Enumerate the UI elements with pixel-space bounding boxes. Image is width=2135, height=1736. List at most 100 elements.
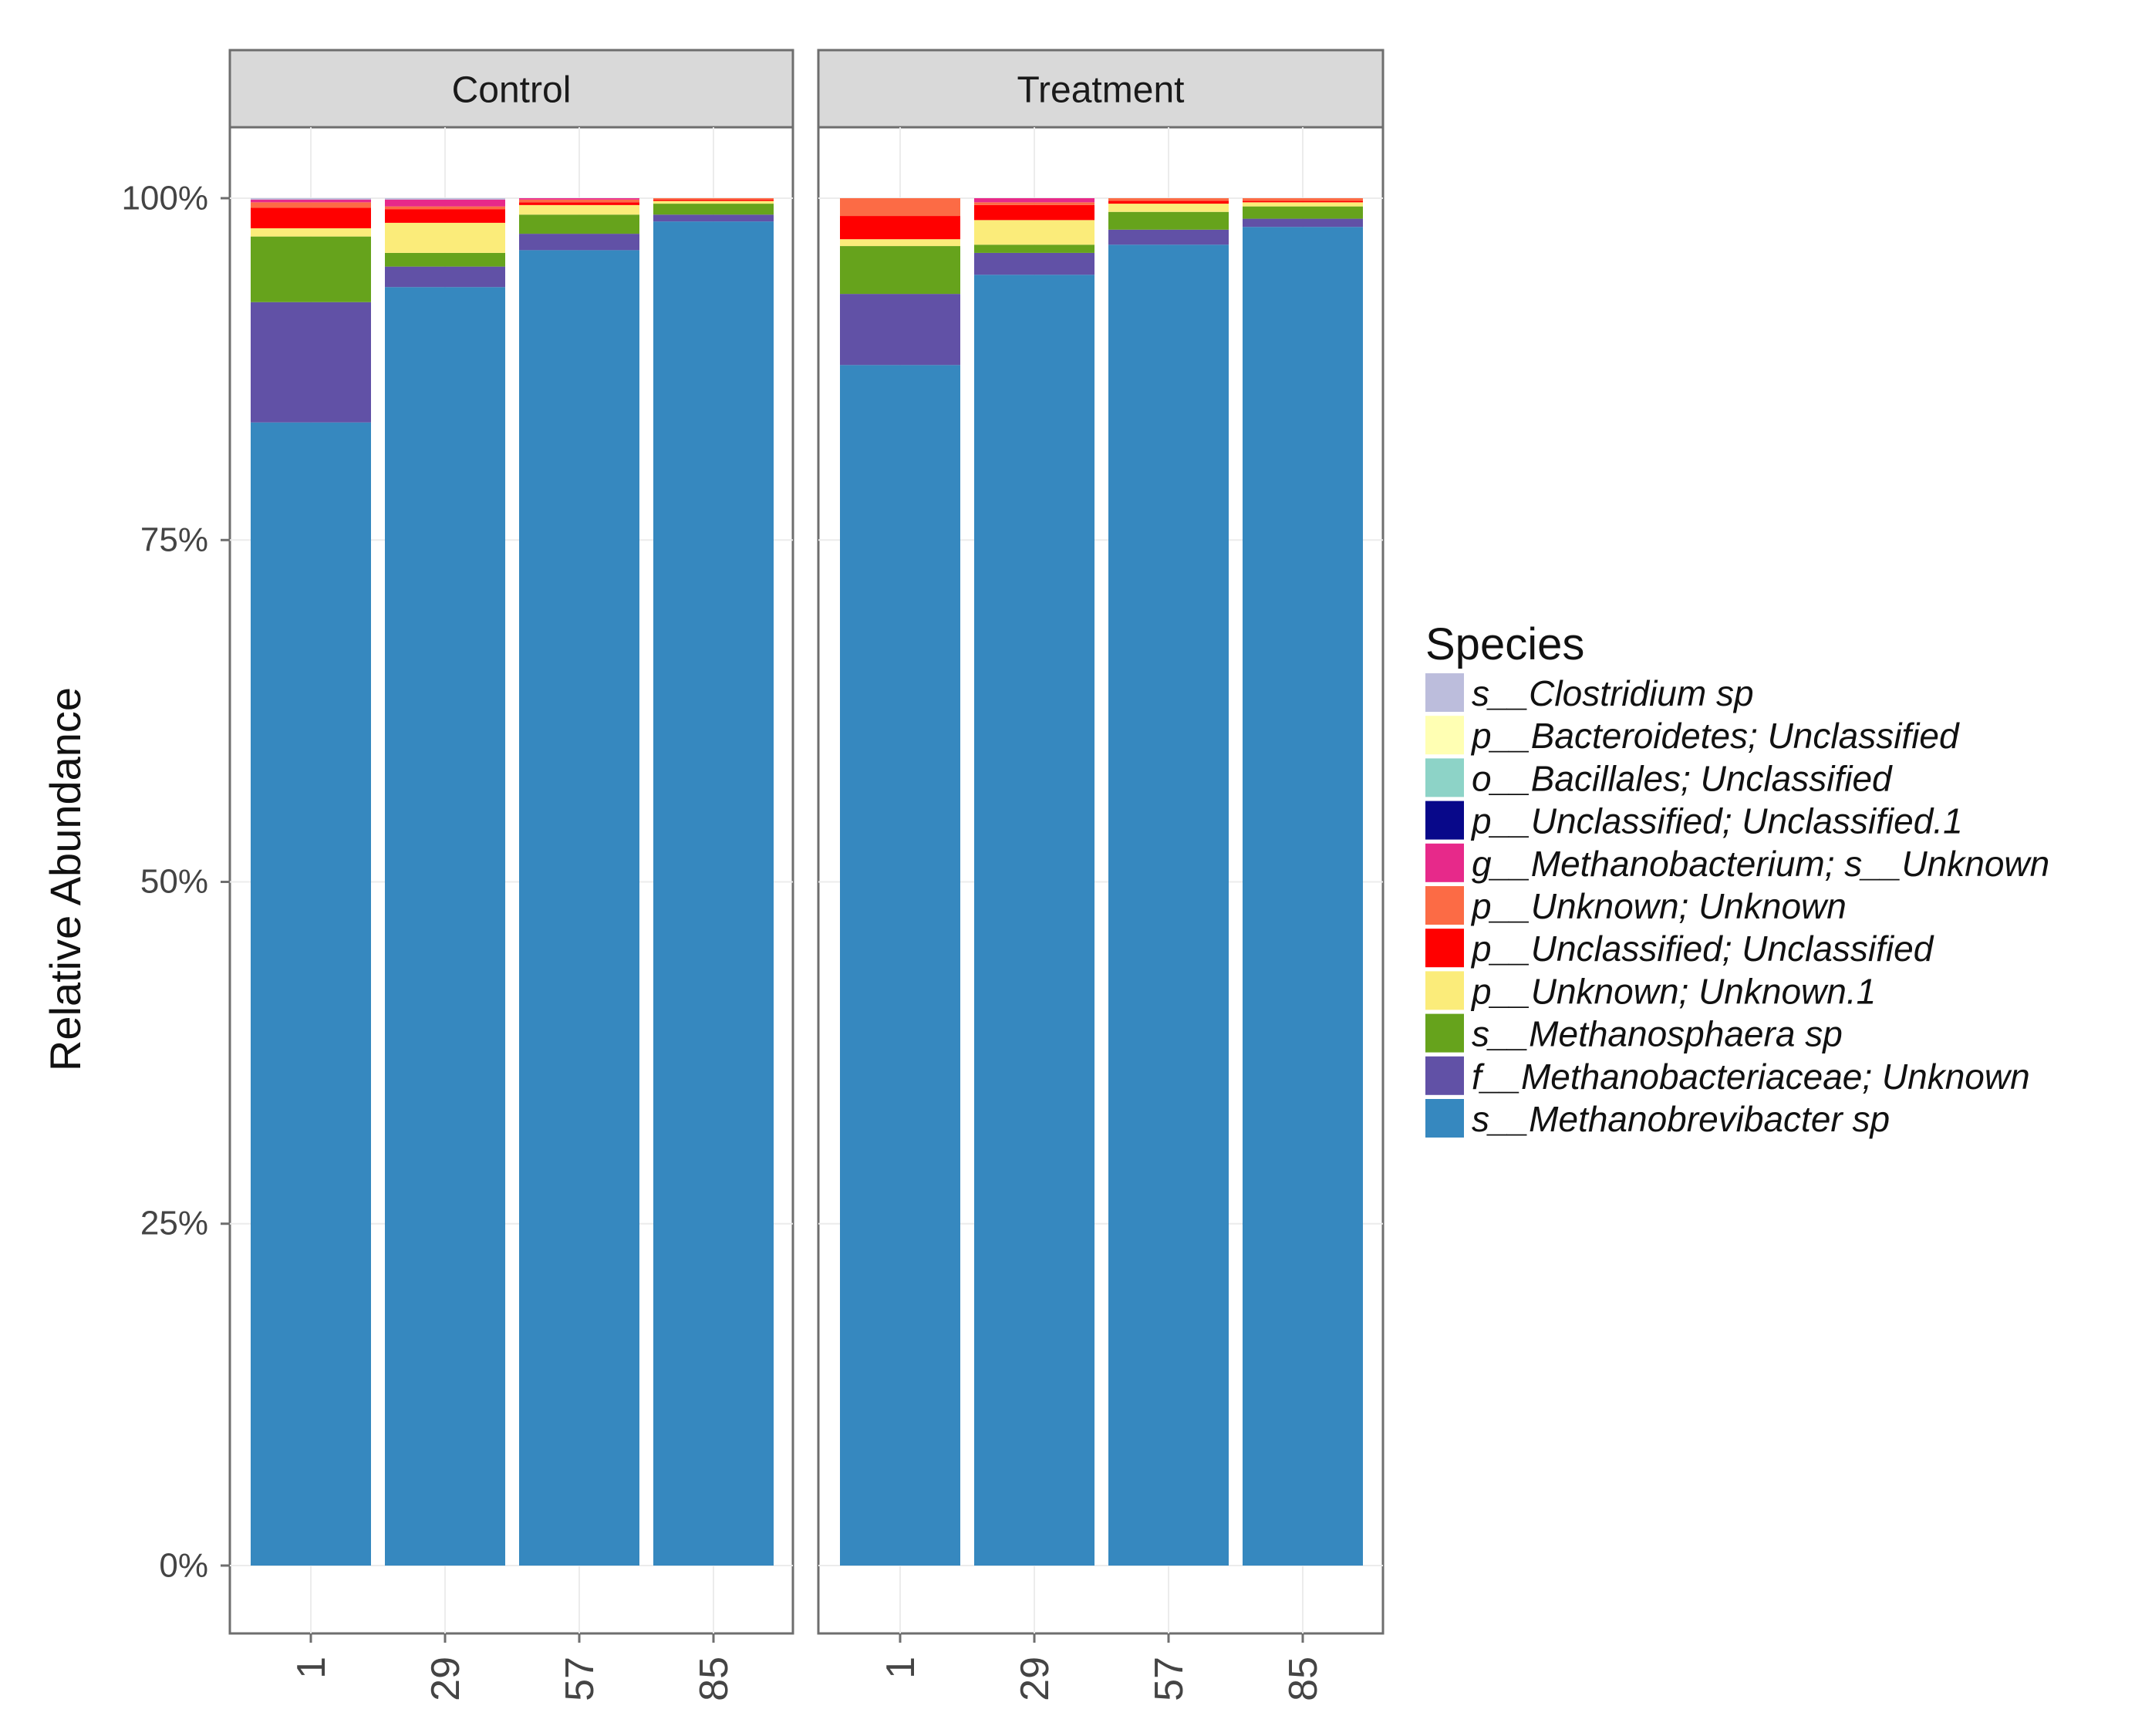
bar-segment-control-1-10 — [251, 422, 371, 1566]
bar-segment-treatment-29-9 — [974, 252, 1094, 275]
bar-segment-treatment-57-5 — [1108, 198, 1229, 201]
bar-segment-control-85-6 — [653, 199, 774, 201]
x-tick-label-29: 29 — [423, 1657, 468, 1701]
bar-segment-treatment-57-6 — [1108, 201, 1229, 204]
bar-segment-treatment-1-10 — [840, 365, 960, 1566]
bar-segment-control-29-6 — [385, 209, 505, 223]
bar-segment-control-1-7 — [251, 228, 371, 237]
legend-label-2: o__Bacillales; Unclassified — [1472, 758, 1893, 798]
legend-swatch-6 — [1425, 929, 1464, 968]
bar-segment-control-85-7 — [653, 201, 774, 204]
bar-segment-treatment-29-10 — [974, 275, 1094, 1566]
legend-label-3: p__Unclassified; Unclassified.1 — [1470, 801, 1963, 841]
y-tick-label-25: 25% — [140, 1205, 208, 1242]
bar-segment-treatment-85-9 — [1243, 218, 1363, 228]
bar-segment-treatment-85-10 — [1243, 227, 1363, 1566]
bar-segment-treatment-29-8 — [974, 244, 1094, 253]
bar-segment-treatment-85-7 — [1243, 202, 1363, 207]
bar-segment-control-57-5 — [519, 199, 639, 203]
x-tick-label-85: 85 — [1281, 1657, 1326, 1701]
bar-segment-control-29-9 — [385, 266, 505, 288]
y-axis: 0% 25% 50% 75% 100% — [121, 180, 208, 1585]
x-tick-label-1: 1 — [879, 1657, 923, 1679]
y-tick-label-75: 75% — [140, 521, 208, 559]
x-tick-label-29: 29 — [1013, 1657, 1057, 1701]
x-tick-label-85: 85 — [692, 1657, 737, 1701]
bar-segment-control-57-6 — [519, 202, 639, 205]
panel-strip-label: Treatment — [1017, 70, 1185, 111]
y-tick-label-100: 100% — [121, 180, 208, 217]
bar-segment-control-57-10 — [519, 250, 639, 1566]
panel-treatment: Treatment 1 29 57 85 — [817, 49, 1385, 1701]
legend-label-4: g__Methanobacterium; s__Unknown — [1472, 844, 2049, 884]
bar-segment-control-29-7 — [385, 222, 505, 253]
panel-strip — [817, 49, 1385, 129]
bar-segment-control-29-5 — [385, 206, 505, 210]
bar-segment-treatment-57-10 — [1108, 244, 1229, 1566]
bar-segment-treatment-29-4 — [974, 198, 1094, 203]
x-tick-label-57: 57 — [1147, 1657, 1192, 1701]
y-tick-label-50: 50% — [140, 863, 208, 901]
bar-segment-control-85-5 — [653, 198, 774, 200]
bar-segment-control-1-6 — [251, 207, 371, 229]
bar-segment-control-29-4 — [385, 199, 505, 207]
legend-swatch-3 — [1425, 801, 1464, 840]
legend-swatch-5 — [1425, 886, 1464, 925]
legend-label-10: s__Methanobrevibacter sp — [1472, 1099, 1890, 1139]
bar-segment-treatment-29-5 — [974, 202, 1094, 205]
legend-label-0: s__Clostridium sp — [1472, 673, 1754, 713]
bar-segment-treatment-57-9 — [1108, 229, 1229, 245]
bar-segment-control-57-7 — [519, 204, 639, 215]
panel-strip-label: Control — [452, 70, 572, 111]
bar-segment-treatment-85-5 — [1243, 198, 1363, 201]
legend: Species s__Clostridium spp__Bacteroidete… — [1425, 619, 2049, 1139]
bar-segment-control-85-9 — [653, 214, 774, 222]
bar-segment-control-29-10 — [385, 287, 505, 1566]
bar-segment-treatment-1-6 — [840, 216, 960, 240]
bar-segment-control-1-8 — [251, 236, 371, 302]
panel-control: Control 1 29 57 85 — [221, 49, 794, 1701]
bar-segment-treatment-1-7 — [840, 239, 960, 247]
bar-segment-treatment-1-8 — [840, 246, 960, 295]
legend-swatch-9 — [1425, 1056, 1464, 1095]
bar-segment-treatment-57-8 — [1108, 211, 1229, 230]
bar-segment-control-1-0 — [251, 198, 371, 200]
bar-segment-treatment-29-6 — [974, 204, 1094, 221]
legend-label-9: f__Methanobacteriaceae; Unknown — [1472, 1057, 2030, 1097]
legend-label-5: p__Unknown; Unknown — [1470, 886, 1847, 926]
legend-label-8: s__Methanosphaera sp — [1472, 1014, 1843, 1054]
y-axis-title: Relative Abundance — [41, 687, 89, 1071]
bar-segment-treatment-85-8 — [1243, 206, 1363, 219]
legend-swatch-2 — [1425, 758, 1464, 797]
bar-segment-control-29-8 — [385, 252, 505, 267]
legend-label-1: p__Bacteroidetes; Unclassified — [1470, 716, 1960, 756]
bar-segment-control-1-9 — [251, 302, 371, 423]
bar-segment-treatment-85-6 — [1243, 201, 1363, 203]
bar-segment-treatment-1-5 — [840, 198, 960, 217]
y-tick-label-0: 0% — [159, 1547, 208, 1585]
bar-segment-control-29-0 — [385, 198, 505, 200]
legend-swatch-4 — [1425, 843, 1464, 882]
panel-strip — [228, 49, 794, 129]
bar-segment-control-85-10 — [653, 221, 774, 1566]
legend-label-7: p__Unknown; Unknown.1 — [1470, 971, 1876, 1011]
legend-title: Species — [1425, 619, 1584, 669]
x-tick-label-1: 1 — [289, 1657, 334, 1679]
bar-segment-control-1-5 — [251, 202, 371, 208]
legend-swatch-10 — [1425, 1099, 1464, 1138]
legend-swatch-0 — [1425, 673, 1464, 712]
legend-swatch-1 — [1425, 716, 1464, 755]
bar-segment-control-57-8 — [519, 214, 639, 234]
x-tick-label-57: 57 — [558, 1657, 602, 1701]
bar-segment-control-1-4 — [251, 199, 371, 203]
legend-swatch-7 — [1425, 971, 1464, 1010]
legend-swatch-8 — [1425, 1013, 1464, 1053]
legend-label-6: p__Unclassified; Unclassified — [1470, 929, 1934, 969]
bar-segment-treatment-29-7 — [974, 220, 1094, 245]
bar-segment-control-85-8 — [653, 204, 774, 215]
bar-segment-treatment-57-7 — [1108, 204, 1229, 212]
bar-segment-treatment-1-9 — [840, 294, 960, 366]
bar-segment-control-57-4 — [519, 198, 639, 200]
bar-segment-control-57-9 — [519, 234, 639, 251]
